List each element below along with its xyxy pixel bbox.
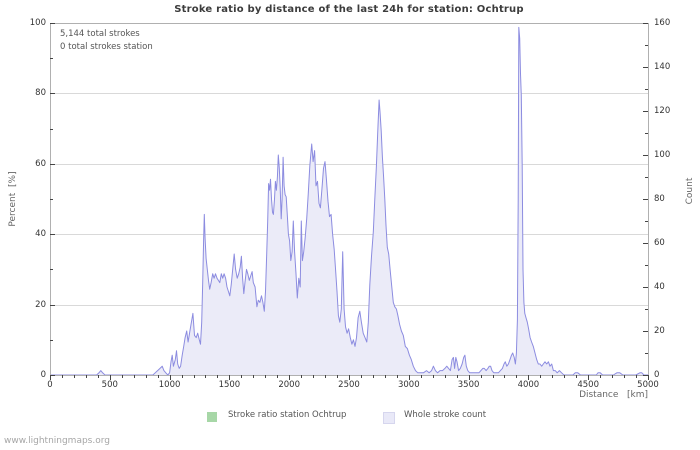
x-tick-label: 0 <box>47 380 53 390</box>
x-tick-label: 1000 <box>158 380 181 390</box>
chart-title: Stroke ratio by distance of the last 24h… <box>174 4 524 15</box>
legend-swatch-stroke-ratio <box>207 412 217 422</box>
x-tick-label: 1500 <box>218 380 241 390</box>
y-right-tick-label: 120 <box>654 106 671 116</box>
x-tick-label: 3000 <box>397 380 420 390</box>
y-right-tick-label: 60 <box>654 238 665 248</box>
y-right-tick-label: 160 <box>654 18 671 28</box>
x-axis-label: Distance [km] <box>579 390 648 400</box>
x-tick-label: 4500 <box>577 380 599 390</box>
legend-swatch-whole-stroke-count <box>383 412 395 424</box>
annotation-total-strokes-station: 0 total strokes station <box>60 42 153 52</box>
x-tick-label: 3500 <box>457 380 480 390</box>
x-tick-label: 4000 <box>517 380 540 390</box>
y-right-tick-label: 140 <box>654 62 671 72</box>
legend-label-whole-stroke-count: Whole stroke count <box>404 410 487 420</box>
y-left-tick-label: 100 <box>29 18 46 28</box>
y-right-tick-label: 80 <box>654 194 665 204</box>
x-tick-label: 2000 <box>278 380 300 390</box>
y-left-tick-label: 20 <box>35 299 46 310</box>
y-right-tick-label: 100 <box>654 150 671 160</box>
annotation-total-strokes: 5,144 total strokes <box>60 29 140 39</box>
y-right-tick-label: 0 <box>654 370 660 380</box>
y-right-tick-label: 20 <box>654 326 665 336</box>
x-tick-label: 500 <box>101 380 118 390</box>
y-left-tick-label: 80 <box>35 88 46 99</box>
y-left-tick-label: 40 <box>35 229 46 240</box>
x-tick-label: 5000 <box>637 380 659 390</box>
y-right-tick-label: 40 <box>654 282 665 292</box>
legend-label-stroke-ratio: Stroke ratio station Ochtrup <box>228 410 347 420</box>
y-left-tick-label: 60 <box>35 158 46 169</box>
y-left-tick-label: 0 <box>40 370 46 380</box>
x-tick-label: 2500 <box>338 380 360 390</box>
watermark: www.lightningmaps.org <box>4 436 110 446</box>
